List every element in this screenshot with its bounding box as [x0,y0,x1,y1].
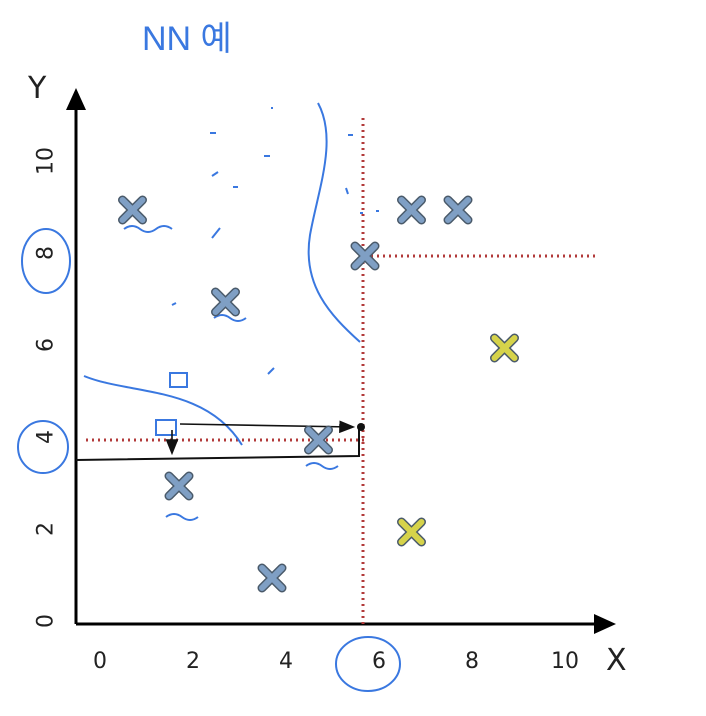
circle-tick-4 [17,420,69,474]
x-axis-title: X [606,643,627,678]
handwritten-title: NN 예 [142,20,232,58]
data-point-0-3 [397,195,426,225]
x-tick-label-4: 4 [279,649,293,674]
data-point-1-0 [490,333,519,363]
data-point-1-1 [397,517,426,547]
x-tick-label-8: 8 [465,649,479,674]
data-point-0-0 [118,195,147,225]
underline-4 [165,513,199,521]
data-point-0-2 [350,241,380,271]
y-axis-title: Y [27,71,47,106]
x-axis-arrow [594,614,616,634]
scribble-marks [171,107,379,375]
x-tick-labels: 0 2 4 6 8 10 [93,649,579,674]
query-square-lower [155,419,177,436]
data-point-0-1 [211,287,240,317]
pointer-arrow [179,420,356,434]
y-tick-labels: 0 2 4 6 8 10 [34,147,59,628]
boundary-curve-upper [307,102,361,343]
underline-2 [213,314,247,322]
handwritten-annotations [17,102,401,692]
y-tick-label-10: 10 [34,147,59,175]
x-tick-label-2: 2 [186,649,200,674]
circle-tick-8 [21,228,71,294]
x-tick-label-0: 0 [93,649,107,674]
y-tick-label-2: 2 [34,522,59,536]
data-point-0-4 [443,195,473,225]
boundary-bracket [75,427,360,461]
axes [66,88,616,634]
data-point-0-6 [164,471,194,501]
underline-1 [123,225,173,233]
y-axis-arrow [66,88,86,110]
query-square-upper [169,372,188,388]
circle-tick-6 [335,636,401,692]
underline-3 [305,462,339,470]
boundary-curve-lower [83,375,243,446]
data-point-0-5 [304,425,333,455]
y-tick-label-4: 4 [34,430,59,444]
data-points [118,195,519,593]
y-tick-label-6: 6 [34,338,59,352]
y-tick-label-0: 0 [34,614,59,628]
x-tick-label-10: 10 [551,649,579,674]
y-tick-label-8: 8 [34,246,59,260]
x-tick-label-6: 6 [372,649,386,674]
split-lines [86,118,598,624]
data-point-0-7 [257,563,287,593]
